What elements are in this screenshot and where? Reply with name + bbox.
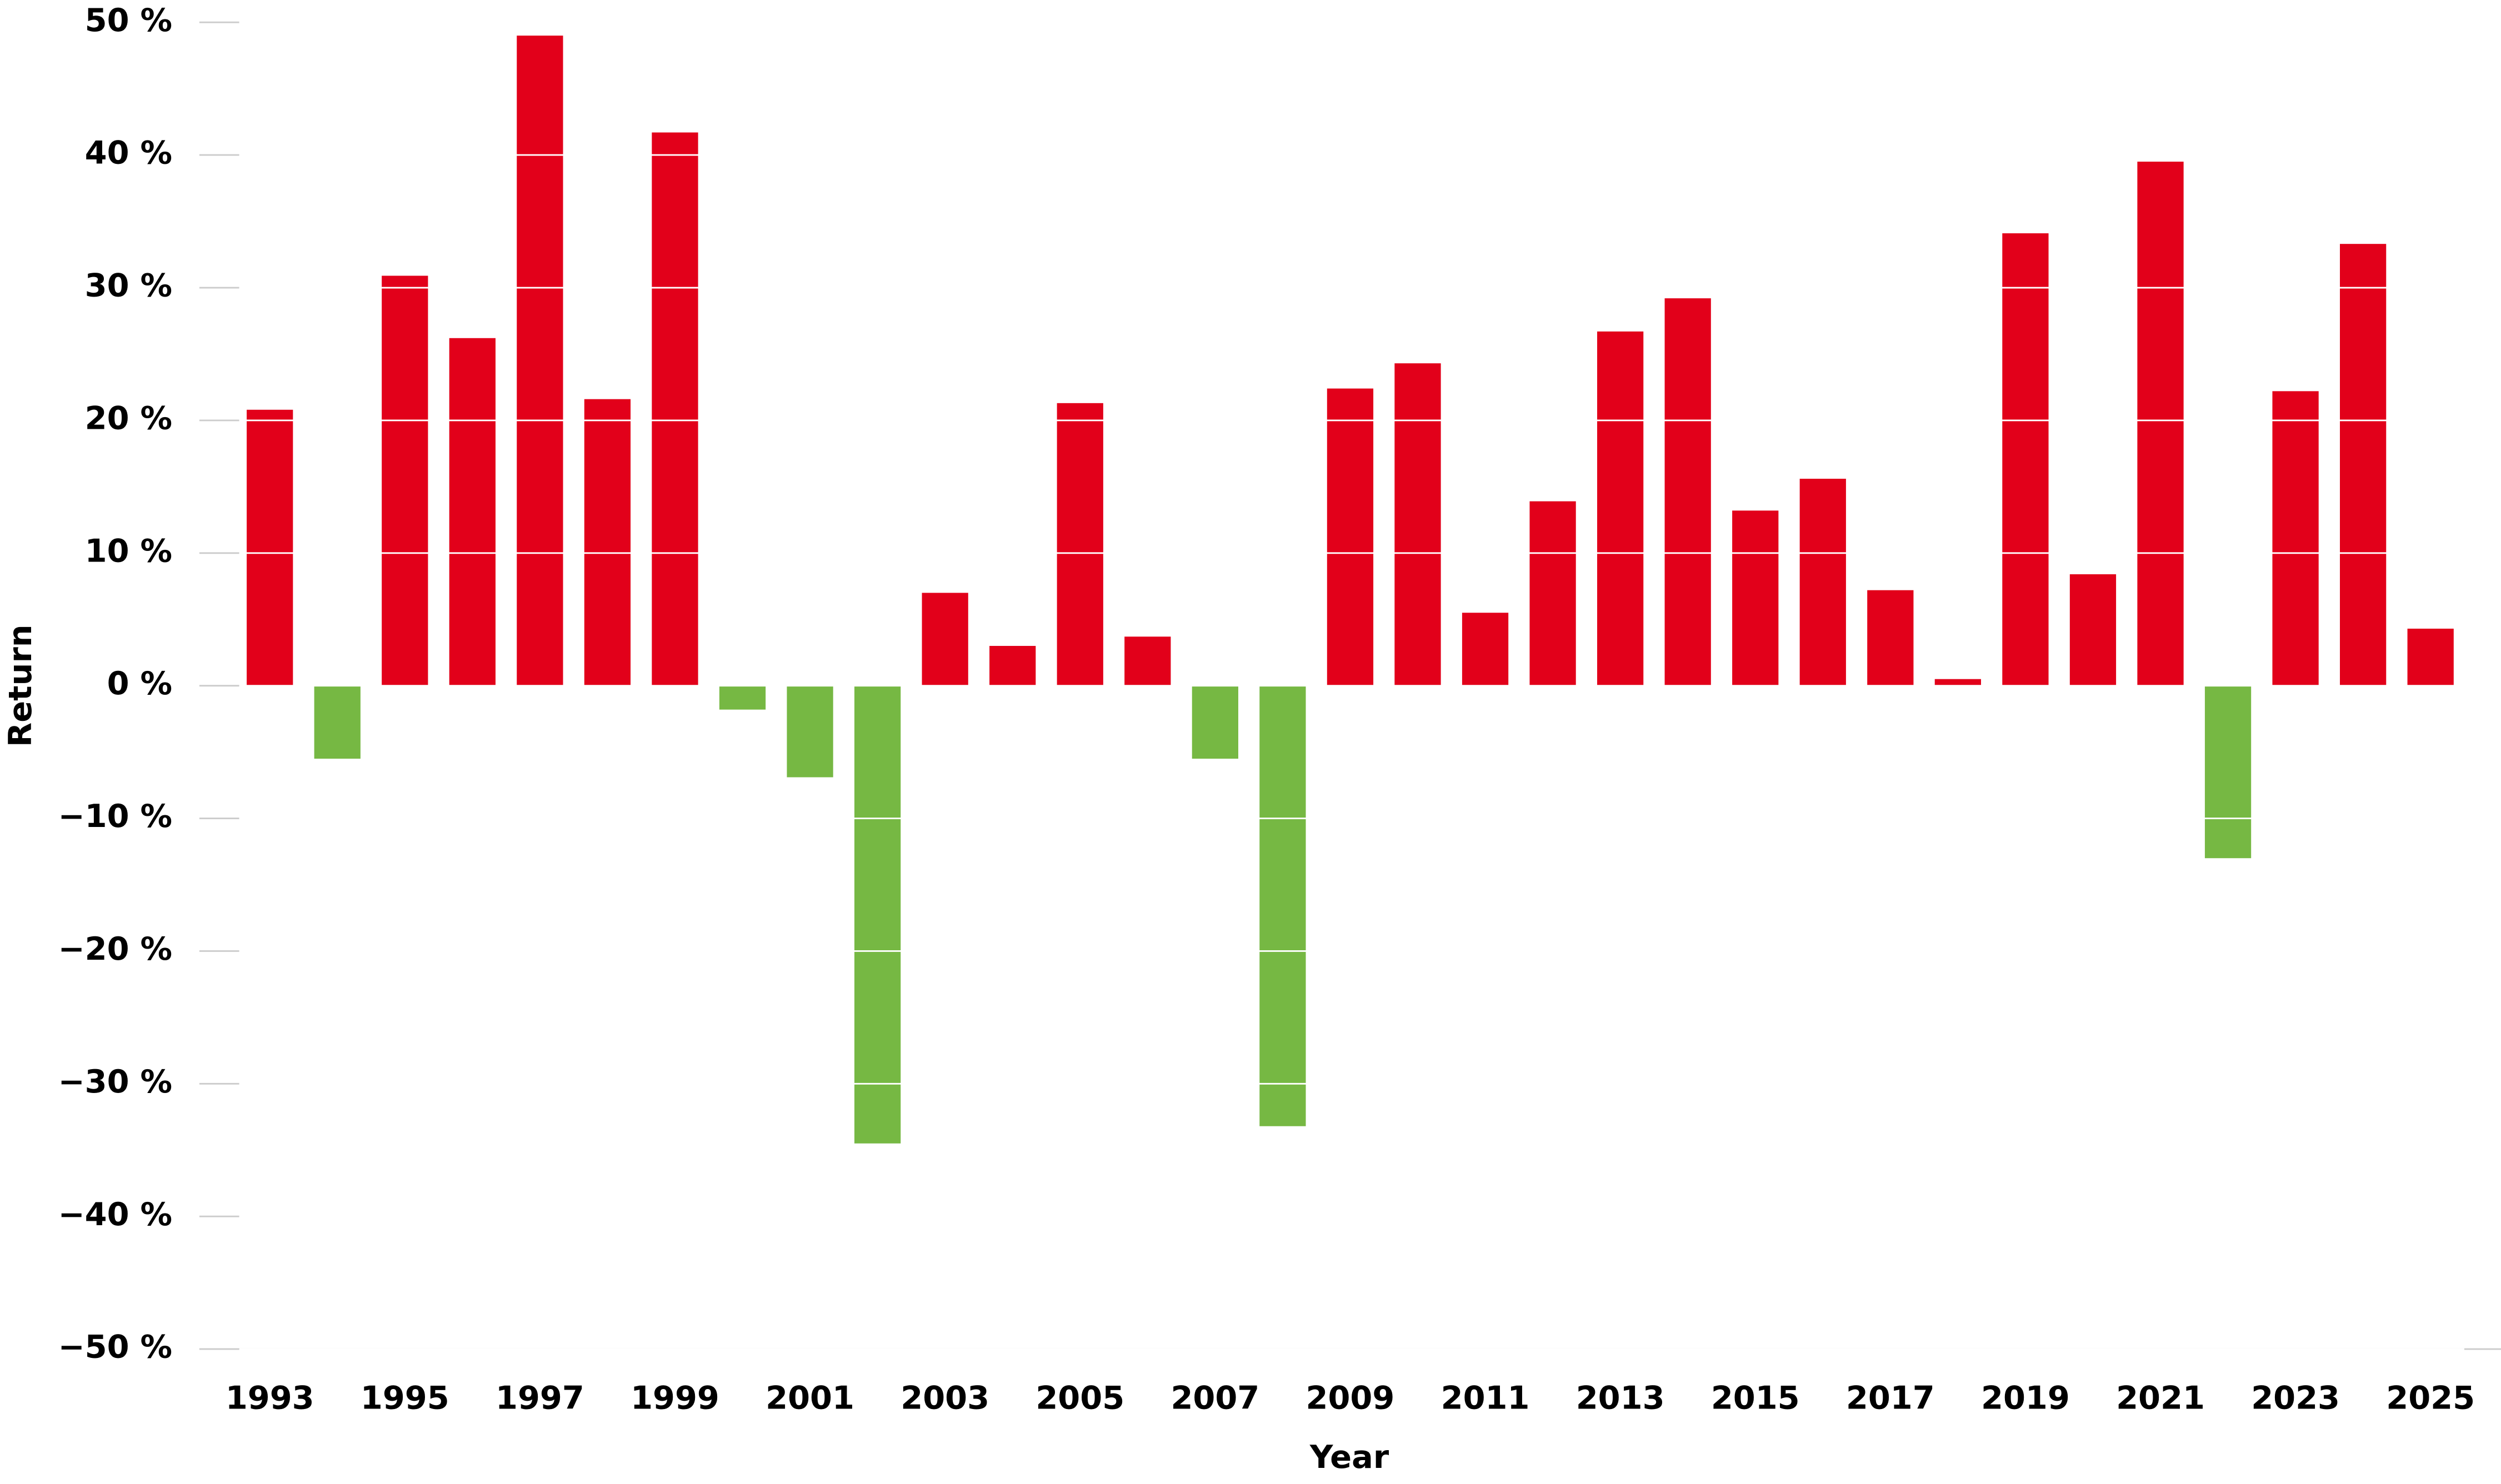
- y-tick-label: −50 %: [58, 1328, 173, 1366]
- x-tick-label: 1995: [361, 1380, 449, 1417]
- bar: [1597, 331, 1644, 686]
- y-tick-label: 50 %: [85, 2, 172, 39]
- bar: [1057, 403, 1103, 686]
- bar: [2407, 628, 2454, 686]
- bar: [1327, 388, 1374, 686]
- x-tick-label: 1993: [226, 1380, 314, 1417]
- y-tick-label: 10 %: [85, 532, 172, 569]
- y-tick-label: −30 %: [58, 1063, 173, 1100]
- bar: [1124, 636, 1171, 686]
- y-tick-label: 30 %: [85, 267, 172, 304]
- bar: [1799, 478, 1846, 686]
- bar: [989, 645, 1036, 686]
- x-tick-label: 2023: [2251, 1380, 2340, 1417]
- x-tick-label: 2015: [1711, 1380, 1800, 1417]
- y-tick-label: 0 %: [107, 665, 172, 702]
- x-tick-label: 2007: [1171, 1380, 1259, 1417]
- bar: [719, 685, 766, 710]
- x-axis-title: Year: [1309, 1438, 1389, 1476]
- x-tick-label: 2013: [1576, 1380, 1665, 1417]
- y-tick-label: 20 %: [85, 399, 172, 437]
- x-tick-label: 2017: [1846, 1380, 1935, 1417]
- bar: [517, 36, 563, 686]
- bar: [1462, 613, 1509, 686]
- bar: [922, 593, 968, 686]
- y-tick-label: −10 %: [58, 798, 173, 835]
- y-tick-label: −20 %: [58, 930, 173, 967]
- bar: [652, 132, 698, 686]
- x-tick-label: 2003: [901, 1380, 989, 1417]
- bar: [1867, 590, 1914, 686]
- x-tick-label: 1999: [631, 1380, 719, 1417]
- bar: [1394, 363, 1441, 686]
- bar: [247, 409, 293, 686]
- x-tick-label: 2019: [1981, 1380, 2070, 1417]
- bar: [2204, 685, 2252, 859]
- bar: [449, 338, 496, 686]
- x-tick-label: 1997: [496, 1380, 584, 1417]
- bar: [314, 685, 361, 759]
- bar: [1732, 510, 1779, 686]
- bar: [1934, 679, 1981, 686]
- bar: [1664, 298, 1711, 686]
- y-tick-label: −40 %: [58, 1196, 173, 1233]
- bar: [2340, 244, 2387, 686]
- bar: [2069, 574, 2117, 686]
- bar: [787, 685, 833, 778]
- bar: [1192, 685, 1238, 759]
- bar: [2272, 391, 2319, 686]
- bar: [382, 275, 428, 686]
- x-tick-label: 2011: [1441, 1380, 1530, 1417]
- x-tick-label: 2009: [1306, 1380, 1395, 1417]
- bar: [2137, 162, 2184, 686]
- bar: [1259, 685, 1306, 1126]
- y-tick-label: 40 %: [85, 134, 172, 172]
- x-tick-label: 2021: [2116, 1380, 2205, 1417]
- bar: [2002, 233, 2049, 686]
- bar: [1529, 501, 1576, 686]
- x-tick-label: 2005: [1036, 1380, 1124, 1417]
- y-axis-title: Return: [2, 624, 39, 747]
- x-tick-label: 2025: [2386, 1380, 2475, 1417]
- x-tick-label: 2001: [766, 1380, 854, 1417]
- bar: [854, 685, 901, 1144]
- bar: [584, 399, 631, 686]
